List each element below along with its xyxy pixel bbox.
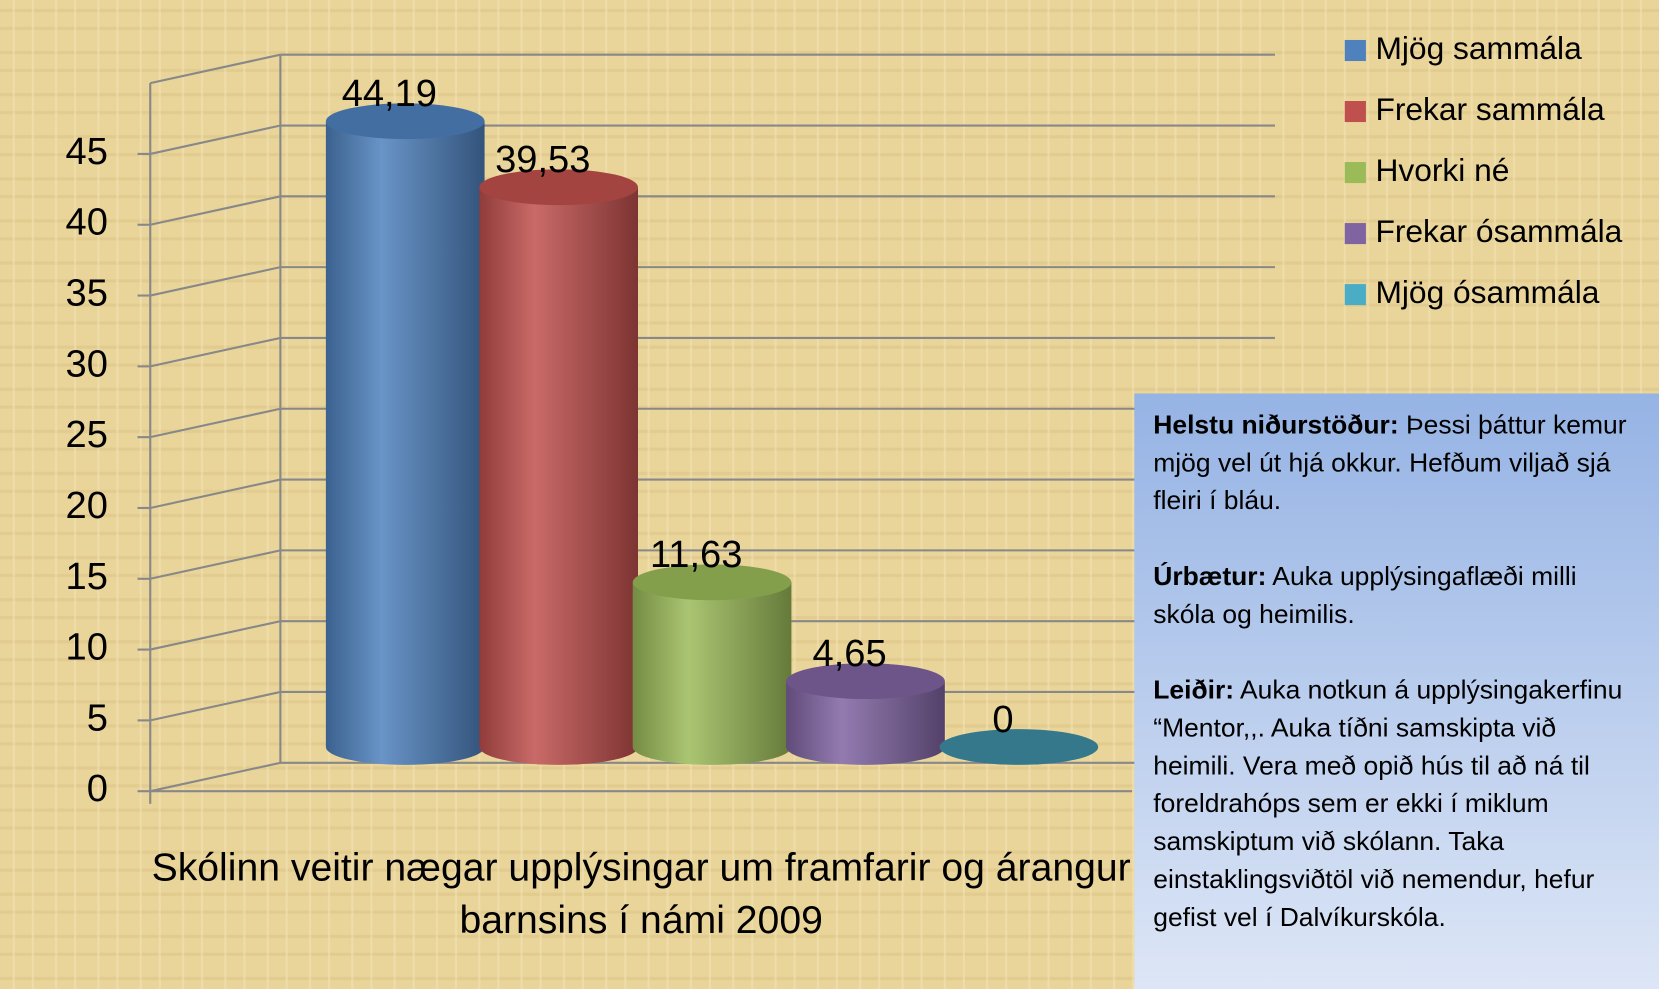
y-tick-label: 40: [66, 202, 108, 244]
y-tick-label: 25: [66, 414, 108, 456]
legend-swatch: [1344, 162, 1366, 184]
note-text: Auka notkun á upplýsingakerfinu “Mentor,…: [1153, 675, 1623, 933]
legend-label: Frekar ósammála: [1375, 213, 1622, 249]
grid-line: [150, 53, 281, 85]
grid-line: [150, 336, 1275, 368]
legend-swatch: [1344, 39, 1366, 62]
note-box: Helstu niðurstöður: Þessi þáttur kemur m…: [1134, 393, 1659, 989]
y-tick-label: 45: [66, 131, 108, 173]
note: Helstu niðurstöður: Þessi þáttur kemur m…: [1134, 393, 1659, 989]
grid-line: [150, 620, 1275, 651]
y-tick-label: 20: [66, 485, 108, 527]
data-label: 0: [992, 699, 1013, 741]
note-text: Auka upplýsingaflæði milli skóla og heim…: [1153, 561, 1577, 630]
data-label: 44,19: [342, 73, 437, 115]
note-heading: Úrbætur:: [1153, 561, 1267, 592]
title-box: Skólinn veitir nægar upplýsingar um fram…: [151, 845, 1131, 942]
y-tick-label: 10: [66, 627, 108, 669]
bar: [325, 121, 485, 748]
grid-line: [150, 761, 1275, 793]
bar-top: [479, 169, 638, 206]
grid-line: [150, 195, 1275, 226]
bar-top: [939, 729, 1099, 765]
y-tick-label: 5: [87, 697, 108, 739]
legend-label: Mjög sammála: [1375, 30, 1582, 66]
data-label: 11,63: [650, 534, 742, 576]
bar-top: [325, 103, 485, 140]
legend-label: Hvorki né: [1375, 152, 1509, 188]
legend-label: Mjög ósammála: [1375, 274, 1599, 310]
note-heading: Helstu niðurstöður:: [1153, 410, 1399, 440]
legend-swatch: [1344, 223, 1366, 245]
bar-top: [786, 663, 945, 700]
data-label: 39,53: [495, 139, 590, 181]
note-section: Helstu niðurstöður: Þessi þáttur kemur m…: [1153, 406, 1640, 520]
y-tick-label: 15: [66, 556, 108, 598]
grid-line: [150, 407, 1275, 439]
note-text: Þessi þáttur kemur mjög vel út hjá okkur…: [1153, 410, 1627, 516]
note-section: Leiðir: Auka notkun á upplýsingakerfinu …: [1153, 671, 1640, 936]
note-section: Úrbætur: Auka upplýsingaflæði milli skól…: [1153, 558, 1640, 634]
y-tick-label: 35: [66, 273, 108, 315]
legend-swatch: [1344, 284, 1366, 306]
bar: [479, 187, 638, 748]
legend-swatch: [1344, 101, 1366, 123]
chart-title: Skólinn veitir nægar upplýsingar um fram…: [151, 845, 1131, 942]
grid-line: [150, 549, 1275, 580]
y-tick-label: 30: [66, 343, 108, 385]
note-heading: Leiðir:: [1153, 675, 1235, 705]
data-label: 4,65: [813, 633, 887, 675]
bar-top: [632, 564, 792, 601]
bar: [632, 582, 792, 748]
legend-label: Frekar sammála: [1375, 91, 1605, 127]
grid-line: [150, 124, 1275, 155]
grid-line: [150, 478, 1275, 509]
grid-line: [150, 266, 1275, 297]
y-tick-label: 0: [87, 768, 108, 810]
